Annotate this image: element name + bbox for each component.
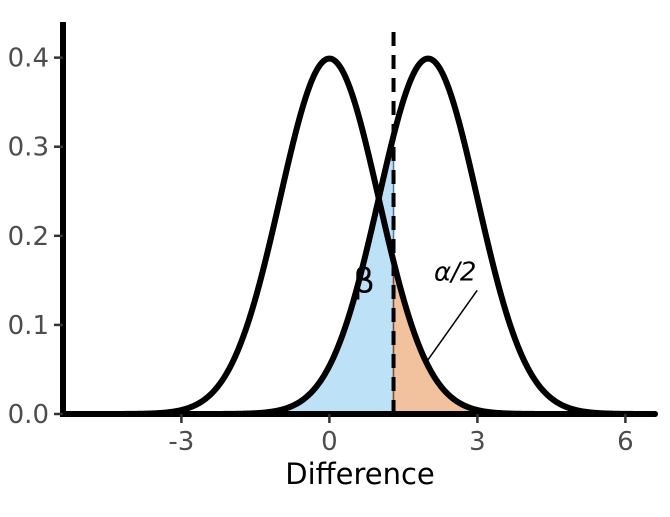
axes: 0.0 0.1 0.2 0.3 0.4 -3 0 3 6	[8, 22, 655, 457]
x-tick-label: -3	[168, 427, 194, 457]
y-tick-label: 0.3	[8, 133, 49, 163]
alpha-label: α/2	[434, 257, 476, 287]
annotations: β α/2	[353, 257, 478, 364]
y-tick-label: 0.1	[8, 311, 49, 341]
x-axis-title: Difference	[285, 457, 435, 491]
y-tick-label: 0.2	[8, 222, 49, 252]
beta-label: β	[353, 261, 375, 301]
alpha-region	[392, 261, 655, 415]
x-tick-label: 3	[469, 427, 486, 457]
y-tick-label: 0.0	[8, 400, 49, 430]
y-tick-label: 0.4	[8, 44, 49, 74]
alpha-leader-line	[424, 289, 478, 364]
x-tick-label: 6	[617, 427, 634, 457]
x-tick-label: 0	[321, 427, 338, 457]
